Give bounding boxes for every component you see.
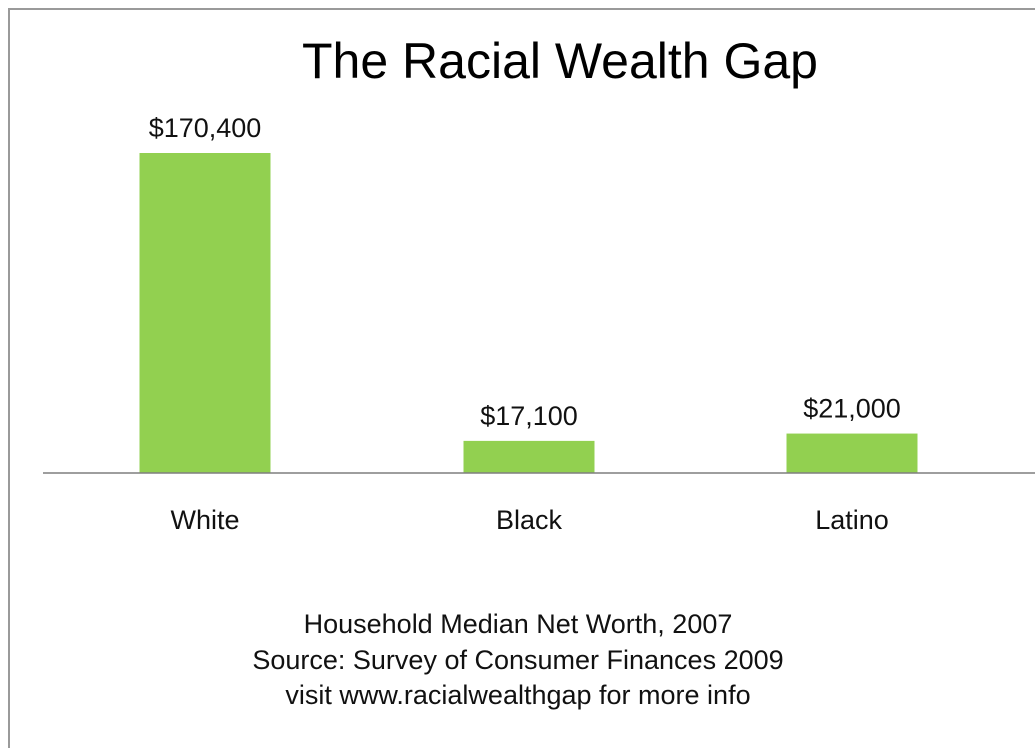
chart-frame bbox=[8, 8, 1035, 748]
bar-black bbox=[463, 440, 595, 473]
value-label-latino: $21,000 bbox=[803, 394, 901, 424]
category-label-white: White bbox=[170, 505, 239, 535]
bars-group bbox=[139, 153, 918, 473]
category-labels-group: White Black Latino bbox=[170, 505, 888, 535]
category-label-latino: Latino bbox=[815, 505, 889, 535]
value-label-white: $170,400 bbox=[149, 113, 262, 143]
bar-chart: The Racial Wealth Gap $170,400 $17,100 $21… bbox=[43, 33, 1035, 710]
category-label-black: Black bbox=[496, 505, 563, 535]
value-label-black: $17,100 bbox=[480, 401, 578, 431]
bar-white bbox=[139, 153, 271, 473]
caption-line-3: visit www.racialwealthgap for more info bbox=[285, 680, 750, 710]
bar-latino bbox=[786, 433, 918, 473]
value-labels-group: $170,400 $17,100 $21,000 bbox=[149, 113, 901, 431]
chart-title: The Racial Wealth Gap bbox=[302, 33, 818, 89]
caption-line-2: Source: Survey of Consumer Finances 2009 bbox=[252, 645, 783, 675]
caption-line-1: Household Median Net Worth, 2007 bbox=[304, 609, 733, 639]
caption-block: Household Median Net Worth, 2007 Source:… bbox=[252, 609, 783, 710]
